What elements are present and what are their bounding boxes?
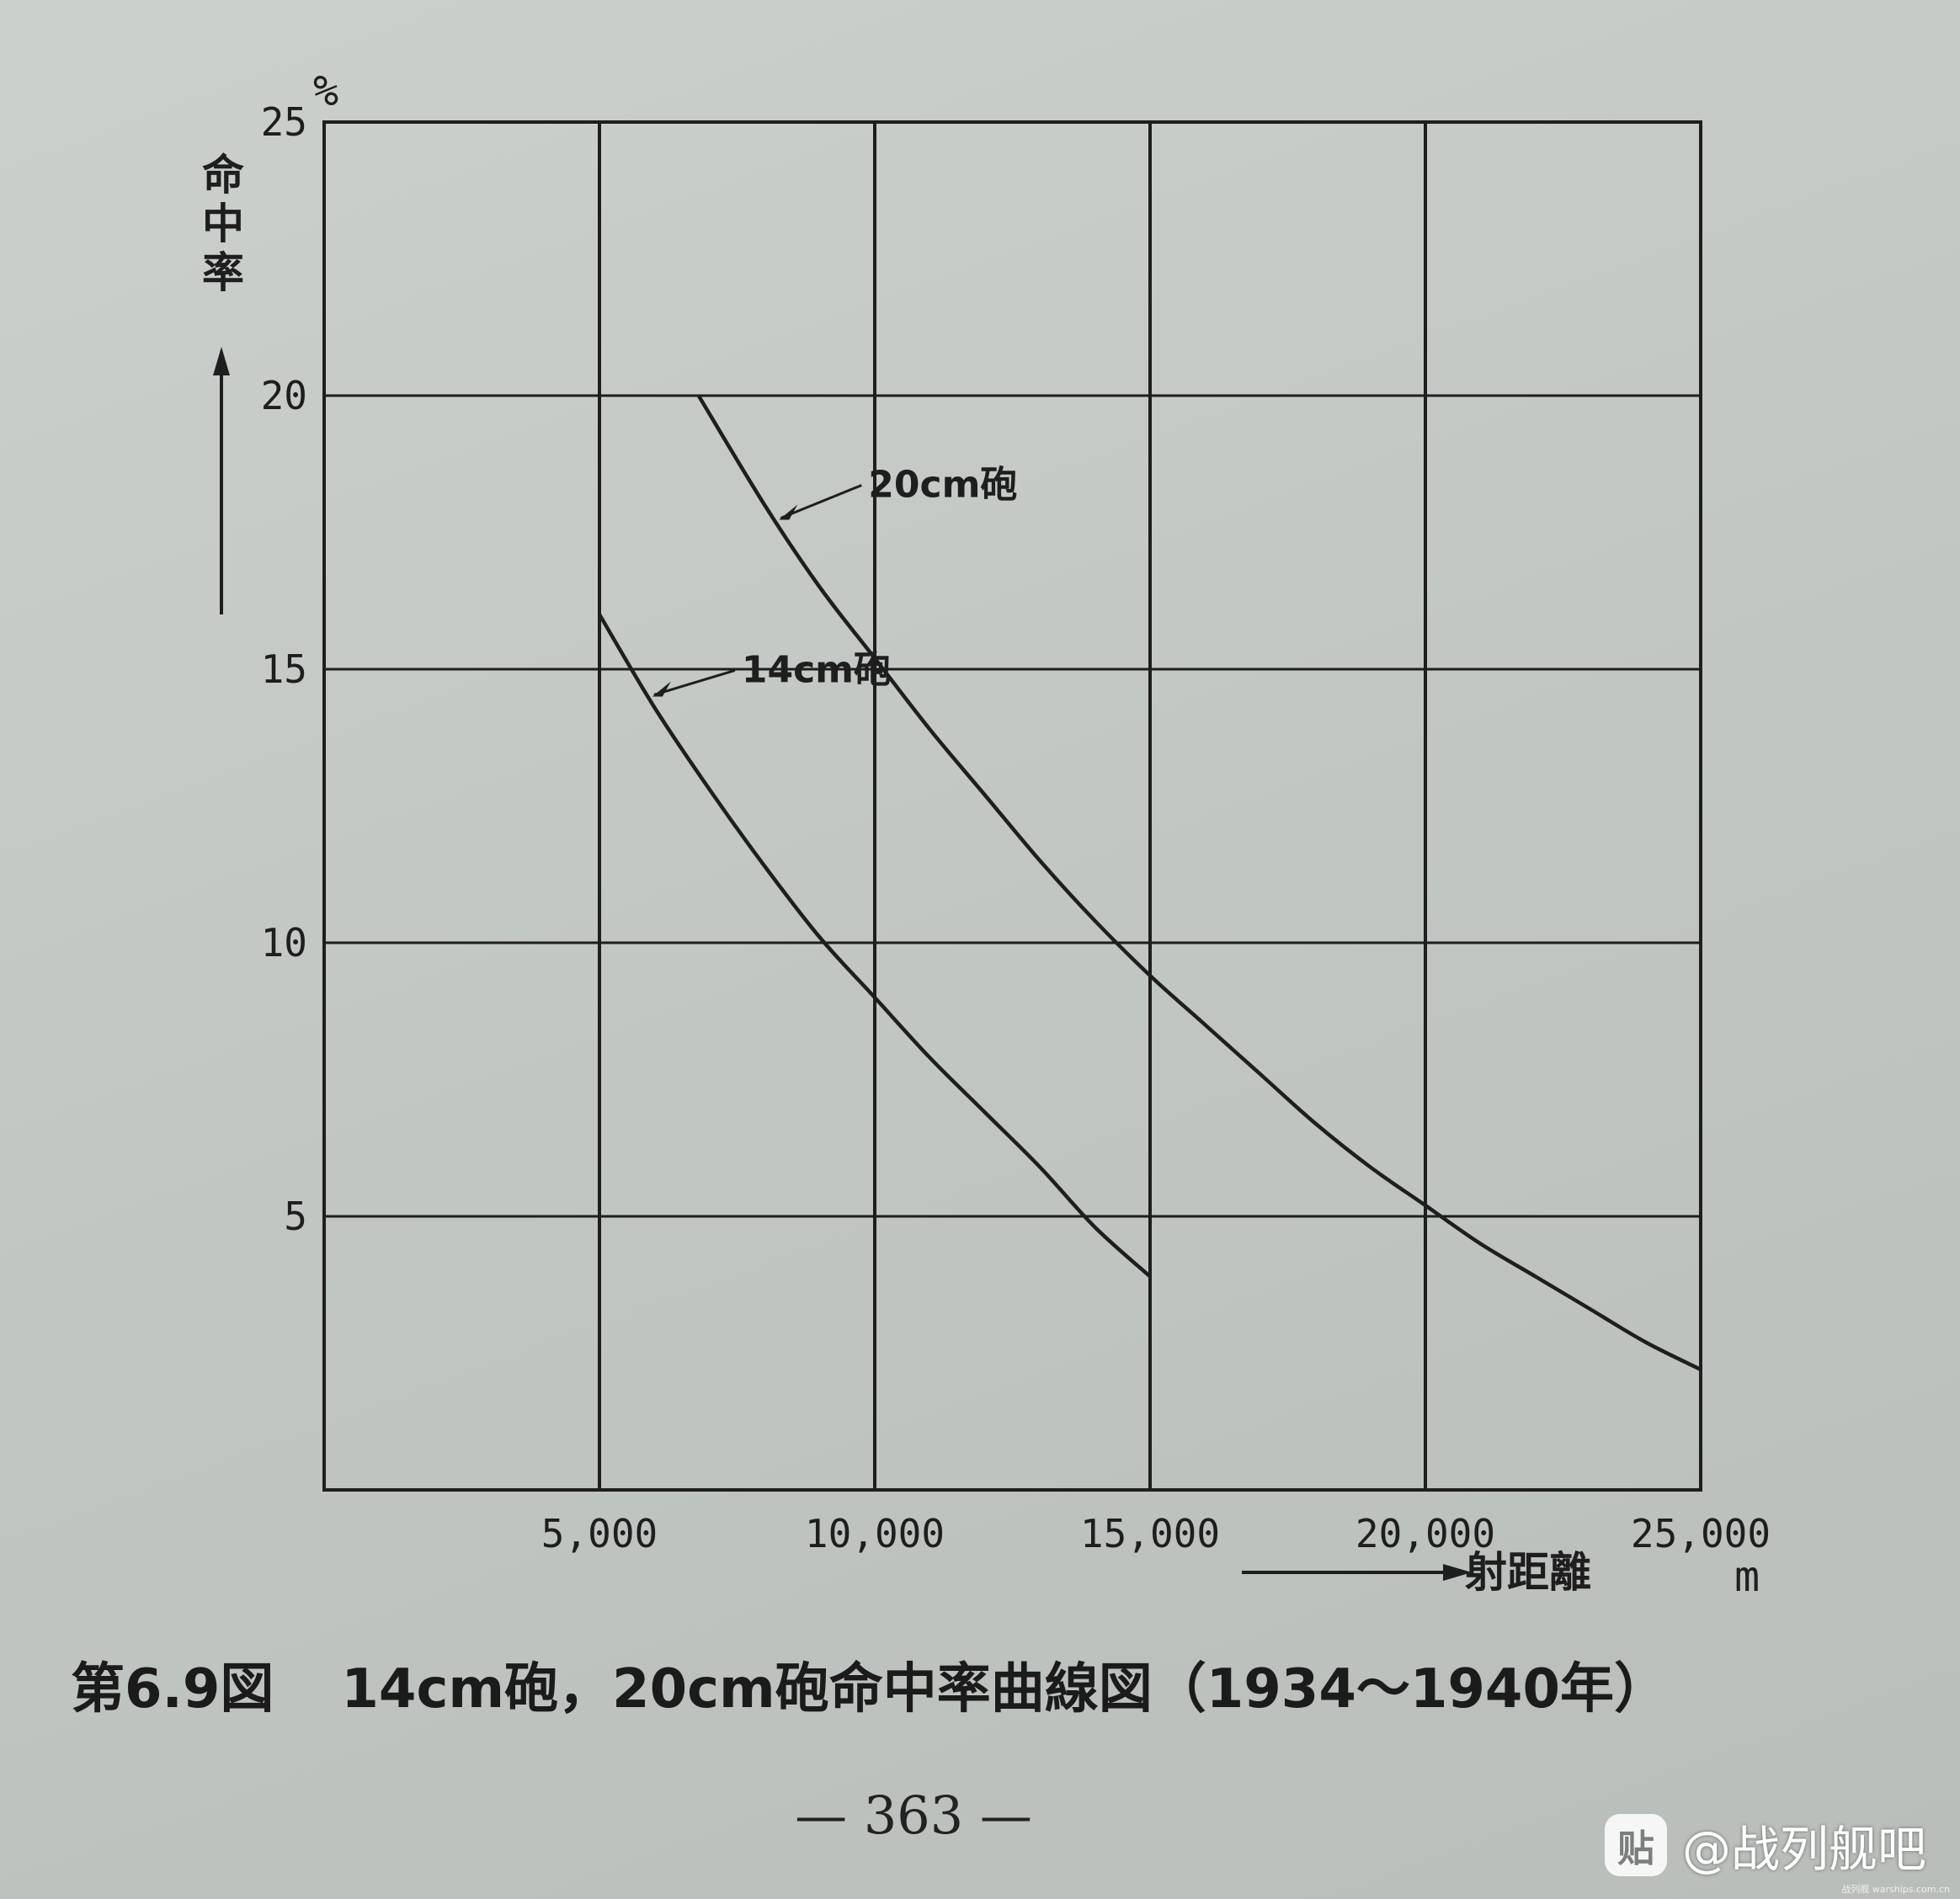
- series-layer: [598, 394, 1702, 1372]
- watermark-small-text: 战列舰 warships.com.cn: [1841, 1884, 1950, 1895]
- plot-frame: [322, 120, 1702, 1492]
- hit-rate-chart: 5,000 10,000 15,000 20,000 25,000 5 10 15 20 25 %…: [202, 66, 1771, 1599]
- page-number: — 363 —: [795, 1785, 1032, 1846]
- label-layer: 20cm砲 14cm砲: [652, 464, 1017, 697]
- y-axis-title-char: 中: [202, 199, 244, 248]
- x-tick-label: 15,000: [1080, 1511, 1220, 1556]
- series-line-1: [696, 394, 1702, 1372]
- y-axis-arrow-head: [213, 347, 230, 375]
- figure-title: 14cm砲，20cm砲命中率曲線図（1934～1940年）: [341, 1658, 1668, 1721]
- x-tick-label: 5,000: [541, 1511, 658, 1556]
- x-tick-label: 10,000: [805, 1511, 945, 1556]
- series-line-2: [598, 613, 1152, 1279]
- y-axis-title-char: 率: [202, 248, 244, 297]
- y-tick-label: 15: [261, 646, 307, 692]
- series-leader-arrow: [652, 681, 671, 697]
- x-axis-title: 射距離: [1465, 1548, 1591, 1597]
- x-tick-label: 25,000: [1631, 1511, 1771, 1556]
- y-axis-title: 命中率: [202, 151, 244, 297]
- series-leader-line: [780, 484, 862, 519]
- x-tick-label: 20,000: [1355, 1511, 1495, 1556]
- figure-caption: 第6.9図 14cm砲，20cm砲命中率曲線図（1934～1940年）: [59, 1646, 1668, 1723]
- y-tick-label: 25: [261, 99, 307, 145]
- figure-number: 第6.9図: [71, 1658, 274, 1721]
- series-label: 14cm砲: [742, 648, 891, 691]
- watermark-text: @战列舰吧: [1681, 1821, 1926, 1878]
- watermark: 贴 @战列舰吧: [1604, 1810, 1926, 1880]
- grid-layer: [324, 122, 1701, 1490]
- series-leader-arrow: [779, 504, 798, 520]
- x-unit-label: m: [1734, 1552, 1760, 1599]
- series-label: 20cm砲: [868, 464, 1017, 507]
- y-unit-label: %: [313, 66, 338, 115]
- y-axis-title-char: 命: [202, 151, 244, 199]
- tieba-logo-icon: 贴: [1604, 1814, 1667, 1876]
- y-tick-label: 5: [284, 1194, 307, 1239]
- y-tick-label: 10: [261, 920, 307, 965]
- series-leader-line: [653, 669, 736, 696]
- y-tick-label: 20: [261, 373, 307, 418]
- x-axis-arrow-head: [1443, 1564, 1472, 1581]
- tick-layer: 5,000 10,000 15,000 20,000 25,000 5 10 15 20 25: [261, 99, 1771, 1556]
